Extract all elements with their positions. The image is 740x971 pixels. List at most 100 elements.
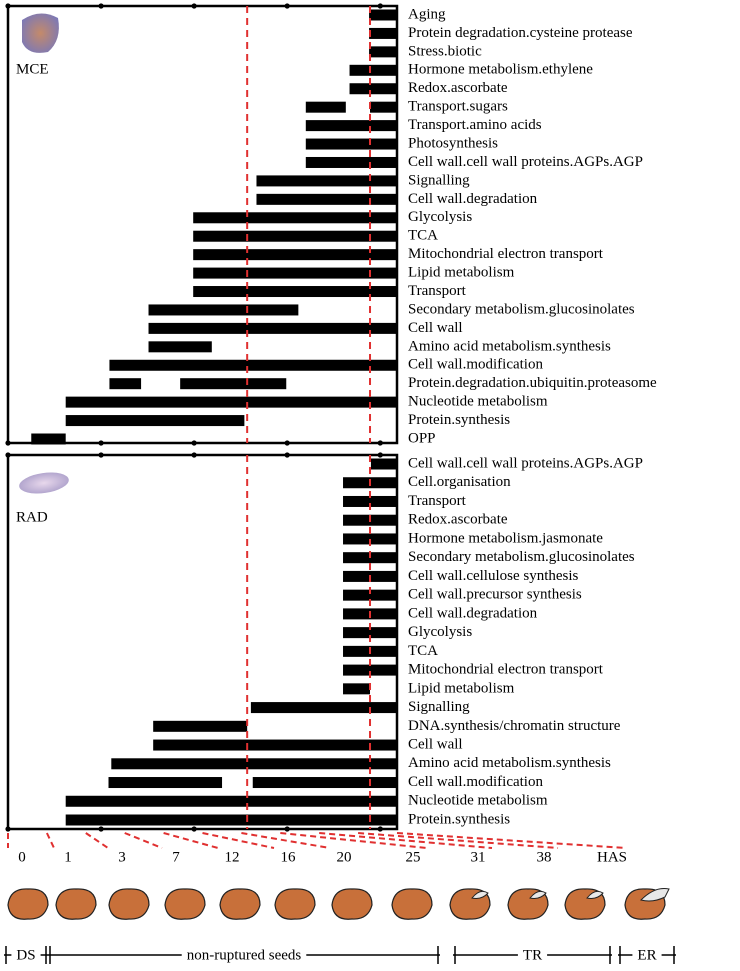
phase-label: TR: [523, 947, 542, 963]
row-label: Cell wall.precursor synthesis: [408, 587, 582, 603]
range-bar: [148, 304, 299, 316]
tick-dot: [98, 826, 104, 832]
row-label: Redox.ascorbate: [408, 512, 508, 528]
row-label: Glycolysis: [408, 209, 472, 225]
tick-dot: [98, 440, 104, 446]
radicle: [640, 888, 670, 902]
range-bar: [369, 46, 397, 58]
range-bar: [370, 458, 397, 470]
row-label: OPP: [408, 430, 436, 446]
seed: [164, 888, 206, 920]
tick-dot: [191, 826, 197, 832]
row-label: Cell wall.degradation: [408, 605, 538, 621]
row-label: Lipid metabolism: [408, 680, 515, 696]
range-bar: [305, 156, 397, 168]
fan-line: [85, 832, 109, 849]
tick-dot: [5, 452, 11, 458]
range-bar: [108, 777, 223, 789]
tick-dot: [191, 3, 197, 9]
stage-label: 31: [471, 849, 486, 865]
tick-dot: [377, 440, 383, 446]
range-bar: [343, 495, 397, 507]
stage-label: HAS: [597, 849, 627, 865]
row-label: Aging: [408, 6, 446, 22]
seed: [274, 888, 316, 920]
row-label: Transport: [408, 493, 467, 509]
row-label: DNA.synthesis/chromatin structure: [408, 718, 621, 734]
tick-dot: [5, 440, 11, 446]
row-label: Protein.synthesis: [408, 412, 510, 428]
row-label: Signalling: [408, 699, 470, 715]
panel-title: MCE: [16, 61, 49, 77]
range-bar: [148, 322, 397, 334]
range-bar: [65, 814, 398, 826]
seed: [108, 888, 150, 920]
stage-label: 12: [225, 849, 240, 865]
row-label: Cell wall: [408, 736, 463, 752]
phase-label: ER: [637, 947, 656, 963]
row-label: TCA: [408, 643, 438, 659]
tick-dot: [98, 3, 104, 9]
range-bar: [193, 212, 397, 224]
fan-line: [45, 832, 55, 849]
range-bar: [369, 27, 397, 39]
radicle: [586, 890, 604, 899]
fan-line: [396, 832, 627, 849]
range-bar: [31, 433, 66, 445]
tick-dot: [98, 452, 104, 458]
fan-line: [319, 832, 493, 849]
label-bg: [181, 946, 307, 966]
panel-frame: [6, 453, 399, 831]
range-bar: [256, 193, 397, 205]
range-bar: [250, 702, 397, 714]
row-label: Transport.sugars: [408, 99, 508, 115]
row-label: Protein degradation.cysteine protease: [408, 25, 633, 41]
fan-line: [358, 832, 559, 849]
tick-dot: [284, 440, 290, 446]
fan-line: [202, 832, 275, 849]
row-label: Cell wall.degradation: [408, 191, 538, 207]
tick-dot: [284, 826, 290, 832]
range-bar: [193, 267, 397, 279]
range-bar: [370, 101, 397, 113]
radicle: [529, 890, 547, 899]
range-bar: [305, 101, 346, 113]
tick-dot: [284, 3, 290, 9]
stage-label: 1: [64, 849, 72, 865]
row-label: Lipid metabolism: [408, 265, 515, 281]
tick-dot: [191, 452, 197, 458]
range-bar: [109, 359, 397, 371]
panel-frame: [6, 4, 399, 445]
range-bar: [343, 683, 371, 695]
radicle: [471, 890, 489, 899]
range-bar: [343, 533, 397, 545]
range-bar: [305, 138, 397, 150]
stage-label: 20: [337, 849, 352, 865]
range-bar: [65, 795, 398, 807]
range-bar: [193, 249, 397, 261]
row-label: Mitochondrial electron transport: [408, 662, 604, 678]
fan-line: [163, 832, 219, 849]
row-label: Signalling: [408, 172, 470, 188]
fan-line: [241, 832, 331, 849]
row-label: Transport.amino acids: [408, 117, 542, 133]
stage-label: 38: [537, 849, 552, 865]
tick-dot: [284, 452, 290, 458]
row-label: Nucleotide metabolism: [408, 793, 548, 809]
row-label: Hormone metabolism.jasmonate: [408, 530, 603, 546]
row-label: Cell wall.cellulose synthesis: [408, 568, 579, 584]
row-label: Cell wall.modification: [408, 357, 543, 373]
row-label: Redox.ascorbate: [408, 80, 508, 96]
row-label: Cell wall.cell wall proteins.AGPs.AGP: [408, 455, 643, 471]
rad-icon: [19, 472, 69, 494]
range-bar: [65, 415, 245, 427]
seed: [55, 888, 97, 920]
fan-line: [124, 832, 163, 849]
range-bar: [148, 341, 212, 353]
fan-line: [280, 832, 428, 849]
stage-label: 3: [118, 849, 126, 865]
range-bar: [343, 664, 397, 676]
seed: [219, 888, 261, 920]
range-bar: [153, 720, 248, 732]
